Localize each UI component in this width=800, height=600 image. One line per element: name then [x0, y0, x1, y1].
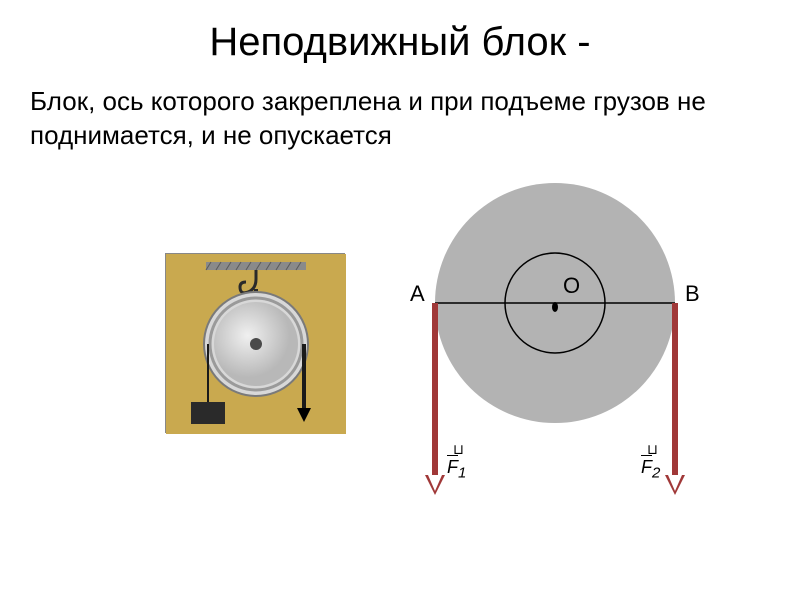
label-A: А	[410, 281, 425, 307]
label-O: О	[563, 273, 580, 299]
force-F2-letter: F	[641, 457, 652, 477]
force-label-F2: F2	[641, 457, 660, 482]
pulley-illustration	[165, 253, 345, 433]
force-F1-letter: F	[447, 457, 458, 477]
pulley-schematic: А О В ⊔ F1 ⊔ F2	[405, 173, 695, 513]
page-title: Неподвижный блок -	[0, 0, 800, 85]
label-B: В	[685, 281, 700, 307]
diagrams-container: А О В ⊔ F1 ⊔ F2	[0, 173, 800, 513]
description-text: Блок, ось которого закреплена и при подъ…	[0, 85, 800, 153]
force-F2-sub: 2	[652, 464, 660, 481]
force-F1-sub: 1	[458, 464, 466, 481]
force-label-F1: F1	[447, 457, 466, 482]
